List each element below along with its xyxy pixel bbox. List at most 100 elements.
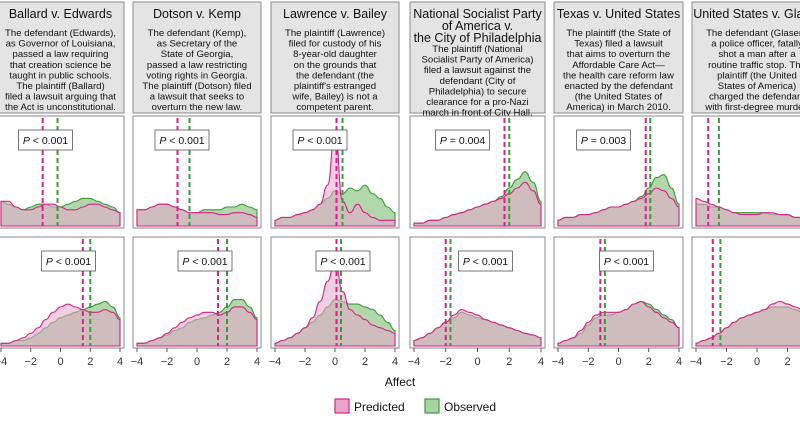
panel-text-1-line-2: as Governor of Louisiana,	[6, 39, 116, 50]
panel-text-6-line-7: charged the defendant	[709, 92, 800, 103]
panel-text-2-line-4: passed a law restricting	[147, 60, 247, 71]
panel-text-3-line-3: 8-year-old daughter	[293, 49, 378, 60]
panel-text-6-line-6: States of America)	[718, 81, 796, 92]
predicted-density-top-1	[0, 200, 121, 227]
x-tick-label-6-4: 2	[784, 356, 790, 368]
panel-text-4-line-1: The plaintiff (National	[432, 44, 522, 55]
x-tick-label-5-2: −2	[582, 356, 595, 368]
x-tick-label-2-3: 0	[194, 356, 200, 368]
x-tick-label-3-1: −4	[269, 356, 282, 368]
x-tick-label-2-4: 2	[224, 356, 230, 368]
p-value-text: < 0.001	[327, 256, 365, 268]
x-tick-label-4-5: 4	[538, 356, 544, 368]
panel-text-1-line-5: taught in public schools.	[9, 70, 111, 81]
panel-text-4-line-7: march in front of City Hall.	[422, 108, 532, 119]
panel-title-4-line-3: the City of Philadelphia	[414, 31, 542, 45]
panel-title-5-line-1: Texas v. United States	[557, 7, 680, 21]
panel-text-3-line-5: the defendant (the	[296, 70, 374, 81]
legend-label-predicted: Predicted	[354, 400, 405, 414]
p-value-label-bottom-4: P < 0.001	[463, 256, 508, 268]
p-symbol: P	[182, 256, 189, 268]
x-tick-label-4-3: 0	[474, 356, 480, 368]
p-value-box-top-2	[154, 129, 210, 151]
panel-title-4-line-2: of America v.	[442, 19, 513, 33]
panel-text-5-line-7: (the United States of	[575, 92, 663, 103]
p-value-box-bottom-1	[41, 250, 96, 272]
p-value-text: < 0.001	[611, 256, 649, 268]
x-tick-label-3-3: 0	[332, 356, 338, 368]
panel-text-6-line-1: The defendant (Glaser),	[706, 28, 800, 39]
panel-text-1-line-7: filed a lawsuit arguing that	[5, 92, 116, 103]
legend-swatch-predicted	[334, 398, 350, 414]
panel-text-6-line-3: shot a man after a	[718, 49, 796, 60]
panel-text-3-line-2: filed for custody of his	[289, 39, 382, 50]
panel-title-4-line-1: National Socialist Party	[413, 7, 542, 21]
predicted-density-top-5	[557, 187, 680, 227]
panel-text-3-line-7: wife, Bailey) is not a	[291, 92, 378, 103]
legend-swatch-observed	[424, 398, 440, 414]
p-symbol: P	[320, 256, 327, 268]
panel-text-1-line-8: the Act is unconstitutional.	[5, 102, 116, 113]
p-value-label-bottom-2: P < 0.001	[182, 256, 227, 268]
panel-text-4-line-6: clearance for a pro-Nazi	[426, 97, 528, 108]
panel-text-3-line-1: The plaintiff (Lawrence)	[285, 28, 385, 39]
p-value-label-top-5: P = 0.003	[581, 135, 626, 147]
p-value-text: < 0.001	[30, 135, 68, 147]
panel-title-3-line-1: Lawrence v. Bailey	[283, 7, 388, 21]
p-value-text: < 0.001	[53, 256, 91, 268]
x-tick-label-2-2: −2	[161, 356, 174, 368]
panel-text-2-line-2: as Secretary of the	[157, 39, 238, 50]
p-value-text: < 0.001	[166, 135, 204, 147]
x-tick-label-1-3: 0	[57, 356, 63, 368]
p-symbol: P	[440, 135, 447, 147]
panel-text-1-line-3: passed a law requiring	[13, 49, 109, 60]
p-value-box-top-3	[292, 129, 348, 151]
panel-text-1-line-1: The defendant (Edwards),	[5, 28, 116, 39]
x-tick-label-6-3: 0	[754, 356, 760, 368]
x-tick-label-5-5: 4	[676, 356, 682, 368]
predicted-density-top-6	[695, 197, 800, 227]
p-value-label-bottom-3: P < 0.001	[320, 256, 365, 268]
panel-text-5-line-5: the health care reform law	[563, 70, 674, 81]
p-value-box-top-4	[435, 129, 490, 151]
panel-header-5	[553, 1, 684, 114]
panel-header-4	[409, 1, 546, 114]
x-tick-label-6-2: −2	[720, 356, 733, 368]
p-symbol: P	[463, 256, 470, 268]
x-tick-label-3-2: −2	[299, 356, 312, 368]
p-value-text: = 0.003	[588, 135, 626, 147]
predicted-density-top-2	[136, 203, 258, 227]
p-value-box-bottom-2	[177, 250, 233, 272]
p-value-box-bottom-4	[458, 250, 513, 272]
x-tick-label-4-1: −4	[408, 356, 421, 368]
p-value-label-bottom-5: P < 0.001	[604, 256, 649, 268]
p-value-label-top-4: P = 0.004	[440, 135, 485, 147]
p-value-text: < 0.001	[470, 256, 508, 268]
panel-title-2-line-1: Dotson v. Kemp	[153, 7, 241, 21]
predicted-density-bottom-5	[557, 300, 680, 347]
panel-text-2-line-3: State of Georgia,	[161, 49, 234, 60]
panel-text-5-line-4: Affordable Care Act—	[572, 60, 665, 71]
x-tick-label-6-1: −4	[690, 356, 703, 368]
panels-group: Ballard v. Edwards The defendant (Edwards…	[0, 1, 800, 368]
p-symbol: P	[159, 135, 166, 147]
x-tick-label-3-4: 2	[362, 356, 368, 368]
x-tick-label-4-2: −2	[439, 356, 452, 368]
panel-text-3-line-6: plaintiff's estranged	[294, 81, 376, 92]
x-tick-label-5-4: 2	[646, 356, 652, 368]
panel-text-2-line-1: The defendant (Kemp),	[148, 28, 247, 39]
panel-text-2-line-7: a lawsuit that seeks to	[150, 92, 244, 103]
p-value-box-top-1	[18, 129, 73, 151]
x-tick-label-1-4: 2	[87, 356, 93, 368]
x-tick-label-1-2: −2	[24, 356, 37, 368]
panel-text-4-line-2: Socialist Party of America)	[422, 55, 534, 66]
legend: Predicted Observed	[334, 398, 496, 414]
p-value-text: < 0.001	[189, 256, 227, 268]
panel-text-2-line-8: overturn the new law.	[152, 102, 243, 113]
x-tick-label-5-1: −4	[552, 356, 565, 368]
p-value-label-top-2: P < 0.001	[159, 135, 204, 147]
panel-text-5-line-2: Texas) filed a lawsuit	[574, 39, 663, 50]
panel-text-2-line-6: The plaintiff (Dotson) filed	[142, 81, 251, 92]
panel-text-6-line-4: routine traffic stop. The	[708, 60, 800, 71]
